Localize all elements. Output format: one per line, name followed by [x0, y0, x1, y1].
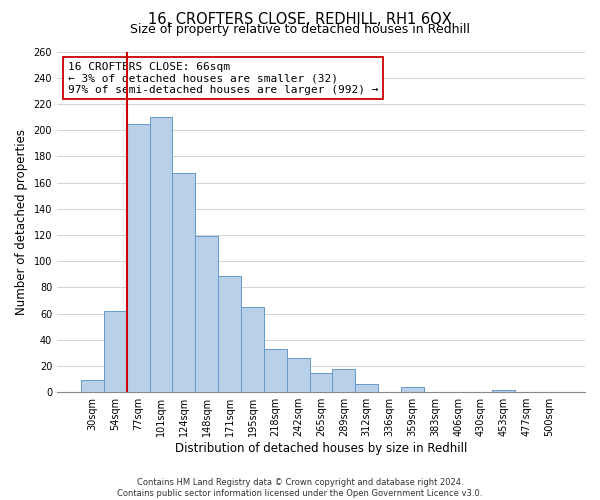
Bar — [127, 124, 149, 392]
Bar — [81, 380, 104, 392]
Bar — [264, 349, 287, 392]
Bar — [310, 372, 332, 392]
Bar — [149, 117, 172, 392]
Bar — [104, 311, 127, 392]
Text: Size of property relative to detached houses in Redhill: Size of property relative to detached ho… — [130, 22, 470, 36]
Bar — [172, 174, 196, 392]
Text: 16 CROFTERS CLOSE: 66sqm
← 3% of detached houses are smaller (32)
97% of semi-de: 16 CROFTERS CLOSE: 66sqm ← 3% of detache… — [68, 62, 378, 95]
Text: 16, CROFTERS CLOSE, REDHILL, RH1 6QX: 16, CROFTERS CLOSE, REDHILL, RH1 6QX — [148, 12, 452, 28]
Text: Contains HM Land Registry data © Crown copyright and database right 2024.
Contai: Contains HM Land Registry data © Crown c… — [118, 478, 482, 498]
X-axis label: Distribution of detached houses by size in Redhill: Distribution of detached houses by size … — [175, 442, 467, 455]
Bar — [196, 236, 218, 392]
Bar — [241, 307, 264, 392]
Bar — [287, 358, 310, 392]
Bar — [493, 390, 515, 392]
Bar — [332, 368, 355, 392]
Bar — [355, 384, 378, 392]
Bar — [218, 276, 241, 392]
Bar — [401, 387, 424, 392]
Y-axis label: Number of detached properties: Number of detached properties — [15, 129, 28, 315]
